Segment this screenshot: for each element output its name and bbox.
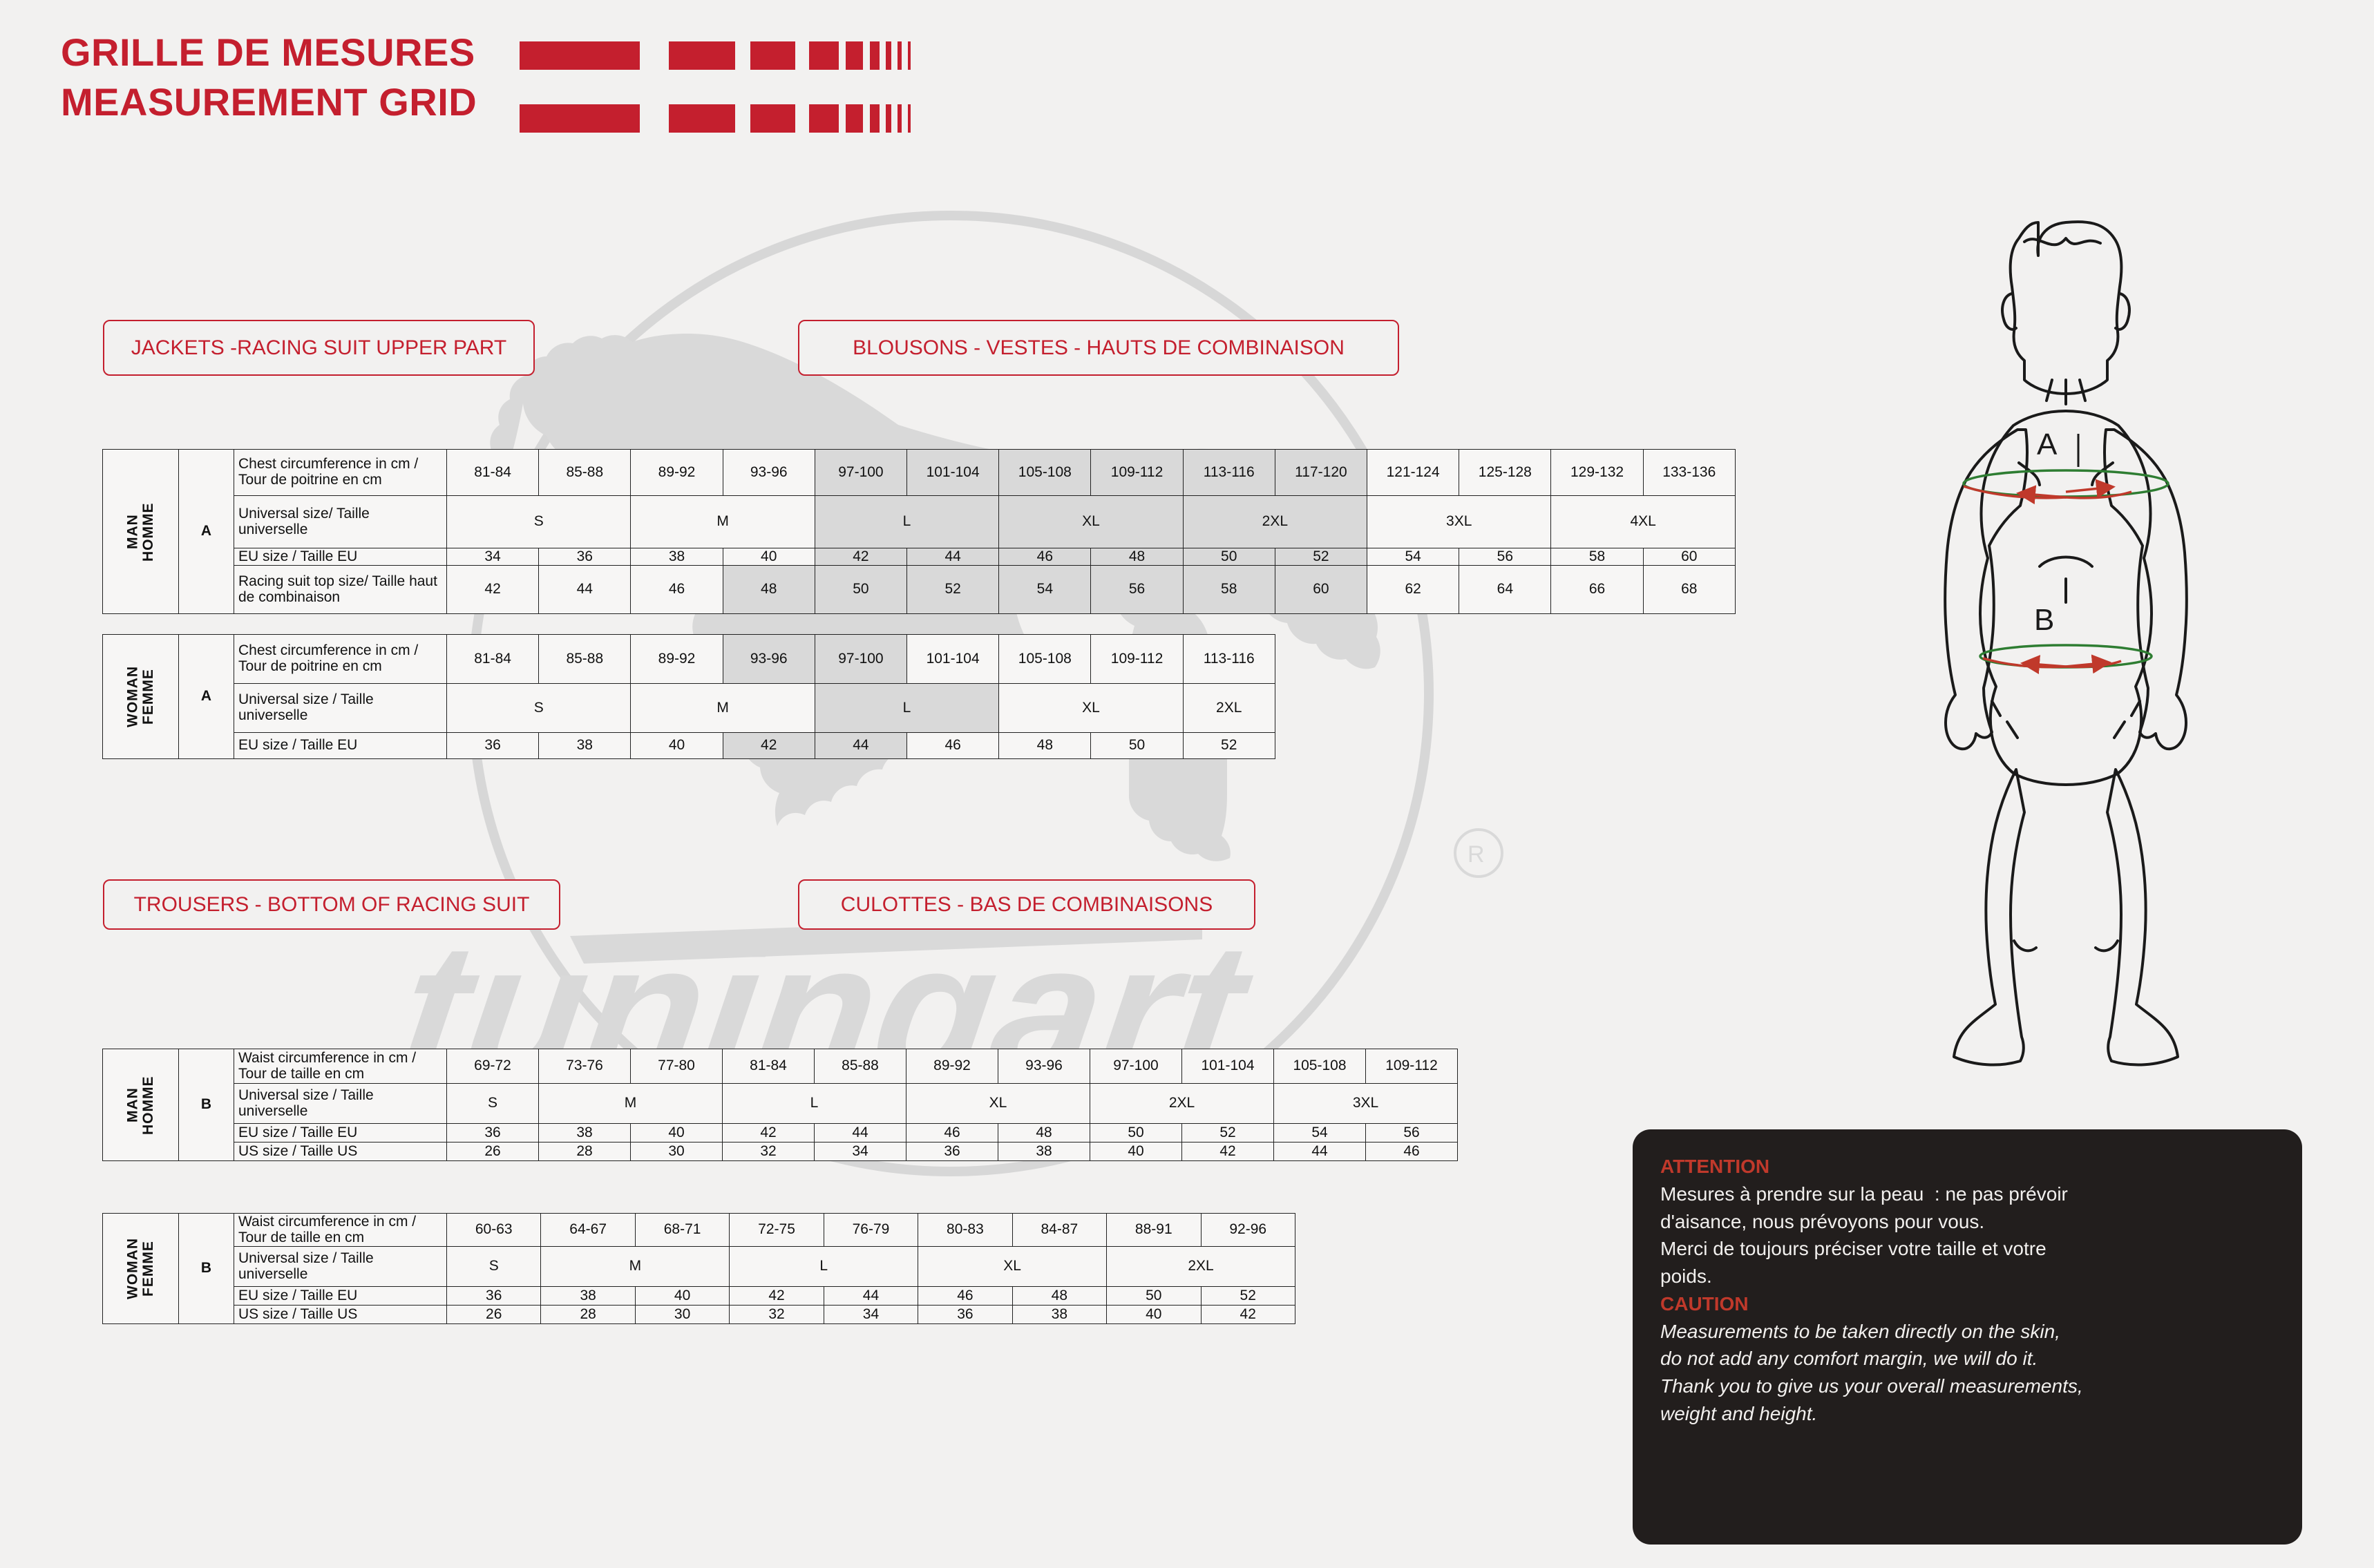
svg-text:A: A: [2037, 428, 2058, 461]
svg-text:R: R: [1468, 841, 1485, 868]
svg-text:B: B: [2034, 603, 2054, 637]
